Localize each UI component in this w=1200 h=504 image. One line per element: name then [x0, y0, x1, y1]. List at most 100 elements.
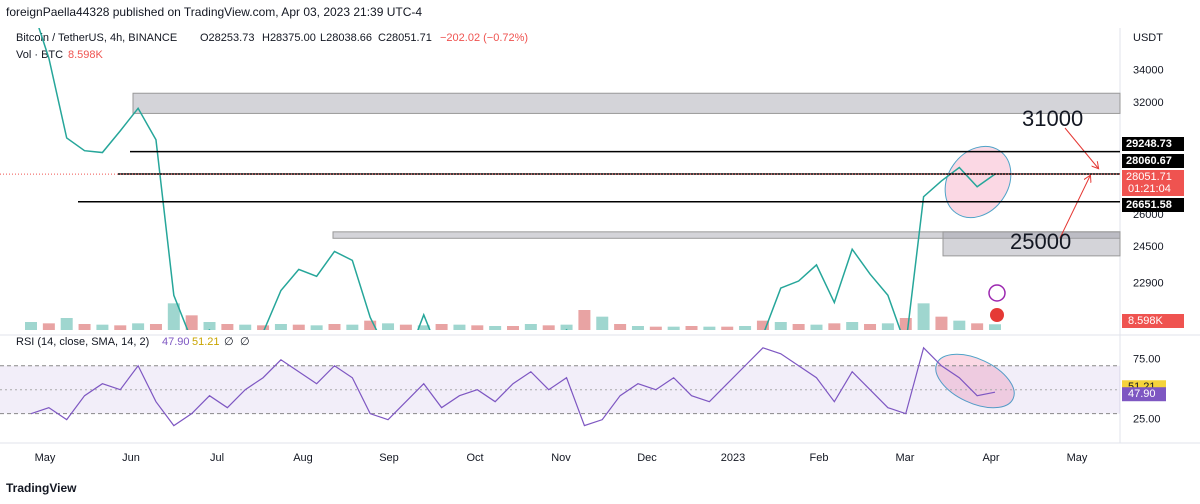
y-tick-label: 22900	[1133, 277, 1164, 289]
level-label: 26651.58	[1126, 199, 1172, 211]
volume-bar	[524, 324, 537, 330]
volume-bar	[185, 315, 198, 330]
ohlc: O28253.73	[200, 32, 254, 44]
volume-bar	[721, 326, 734, 330]
volume-bar	[631, 326, 644, 330]
volume-bar	[42, 323, 55, 330]
x-tick-label: Oct	[466, 452, 483, 464]
y-tick-label: 34000	[1133, 65, 1164, 77]
volume-bar	[489, 326, 502, 330]
zone	[942, 231, 1121, 257]
rsi-value-label: 47.90	[1128, 388, 1156, 400]
volume-bar	[203, 322, 216, 330]
volume-bar	[810, 324, 823, 330]
highlight-ellipse	[944, 145, 1012, 219]
currency: USDT	[1133, 32, 1163, 44]
volume-bar	[221, 324, 234, 330]
level-label-bg	[1122, 154, 1184, 168]
x-tick-label: Sep	[379, 452, 399, 464]
footer: TradingView	[6, 481, 77, 495]
x-tick-label: Nov	[551, 452, 571, 464]
level-label: 29248.73	[1126, 138, 1172, 150]
volume-bar	[346, 324, 359, 330]
volume-bar	[739, 326, 752, 330]
volume-bar	[560, 324, 573, 330]
x-tick-label: May	[35, 452, 56, 464]
level-label-bg	[1122, 198, 1184, 212]
x-tick-label: 2023	[721, 452, 745, 464]
volume-bar	[453, 324, 466, 330]
x-tick-label: Jul	[210, 452, 224, 464]
rsi-legend-extra: ∅	[224, 336, 234, 348]
volume-bar	[774, 322, 787, 330]
last-price: 28051.71	[1126, 171, 1172, 183]
volume-bar	[25, 322, 37, 330]
volume-bar	[685, 326, 698, 330]
y-tick-label: 24500	[1133, 241, 1164, 253]
volume-bar	[846, 322, 859, 330]
volume-bar	[292, 324, 305, 330]
volume-bar	[167, 303, 180, 330]
volume-bar	[78, 324, 91, 330]
volume-bar	[899, 318, 912, 330]
rsi-legend-value: 47.90	[162, 336, 190, 348]
x-tick-label: Dec	[637, 452, 657, 464]
volume-bar	[864, 324, 877, 330]
price-line	[38, 28, 996, 330]
rsi-tick-label: 25.00	[1133, 414, 1161, 426]
annotation: 31000	[1022, 106, 1083, 131]
volume-bar	[953, 320, 966, 330]
ohlc: H28375.00	[262, 32, 316, 44]
event-icon[interactable]	[990, 308, 1004, 322]
volume-bar	[881, 323, 894, 330]
ohlc: C28051.71	[378, 32, 432, 44]
x-tick-label: Feb	[810, 452, 829, 464]
volume-bar	[364, 320, 377, 330]
volume-bar	[935, 316, 948, 330]
header: foreignPaella44328 published on TradingV…	[6, 5, 422, 19]
volume-bar	[274, 324, 287, 330]
highlight-ellipse	[935, 353, 1015, 409]
x-tick-label: Apr	[982, 452, 999, 464]
volume-label-bg	[1122, 314, 1184, 328]
volume	[25, 303, 1001, 330]
volume-bar	[507, 326, 519, 330]
y-tick-label: 32000	[1133, 97, 1164, 109]
change: −202.02 (−0.72%)	[440, 32, 528, 44]
volume-bar	[471, 325, 484, 330]
ohlc: L28038.66	[320, 32, 372, 44]
arrow	[1064, 127, 1098, 168]
volume-bar	[828, 323, 841, 330]
rsi-legend-extra: ∅	[240, 336, 250, 348]
volume-name: Vol · BTC	[16, 49, 63, 61]
last-price-bg	[1122, 170, 1184, 196]
rsi-tick-label: 75.00	[1133, 354, 1161, 366]
arrow	[1059, 176, 1090, 239]
volume-bar	[328, 324, 341, 330]
volume-bar	[614, 324, 627, 330]
volume-bar	[596, 316, 609, 330]
volume-bar	[435, 324, 448, 330]
volume-label: 8.598K	[1128, 315, 1164, 327]
volume-bar	[649, 326, 662, 330]
volume-bar	[96, 324, 109, 330]
legend: Bitcoin / TetherUS, 4h, BINANCE O28253.7…	[16, 32, 1163, 348]
volume-bar	[578, 310, 591, 330]
volume-value: 8.598K	[68, 49, 104, 61]
volume-bar	[417, 325, 430, 330]
zone	[132, 92, 1121, 114]
volume-bar	[703, 326, 716, 330]
level-label-bg	[1122, 137, 1184, 151]
rsi-line	[30, 346, 996, 427]
rsi-legend: RSI (14, close, SMA, 14, 2)	[16, 336, 149, 348]
x-tick-label: May	[1067, 452, 1088, 464]
volume-bar	[132, 323, 145, 330]
countdown: 01:21:04	[1128, 183, 1171, 195]
volume-bar	[756, 320, 769, 330]
volume-bar	[917, 303, 930, 330]
x-tick-label: Mar	[896, 452, 915, 464]
rsi-value-bg	[1122, 387, 1166, 402]
event-icon[interactable]	[988, 284, 1006, 302]
level-label: 28060.67	[1126, 155, 1172, 167]
